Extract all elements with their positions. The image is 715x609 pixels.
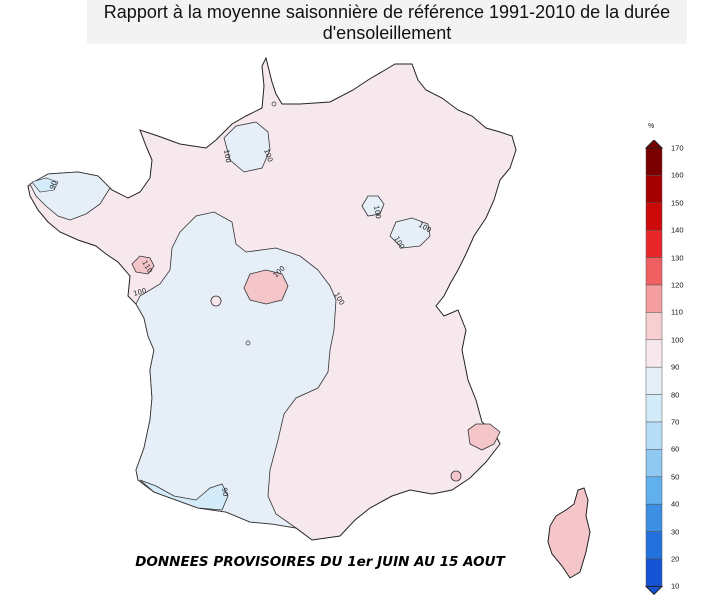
loire-110-120-spot: [131, 255, 155, 275]
legend-swatch: [645, 558, 663, 587]
legend-swatch: [645, 312, 663, 341]
legend-swatch: [645, 421, 663, 450]
toulon-110-120-spot: [450, 470, 462, 482]
title-background: [87, 0, 687, 44]
color-scale-legend: 170 160 150 140 130 120 110 100 90 80 70 60 50 40 30 20…: [644, 140, 704, 595]
legend-swatch: [645, 257, 663, 286]
legend-tick-label: 30: [671, 527, 680, 537]
legend-tick-label: 10: [671, 581, 680, 591]
legend-swatch: [645, 449, 663, 478]
data-period-note: DONNEES PROVISOIRES DU 1er JUIN AU 15 AO…: [135, 554, 505, 570]
legend-unit: %: [648, 123, 655, 130]
legend-tick-label: 110: [671, 307, 683, 317]
legend-swatch: [645, 531, 663, 560]
legend-tick-label: 170: [671, 143, 684, 153]
legend-swatch: [645, 202, 663, 231]
legend-swatch: [645, 175, 663, 204]
provence-110-120-area: [467, 423, 501, 451]
legend-swatch: [645, 366, 663, 395]
centre-110-120-area: [243, 269, 289, 305]
legend-tick-label: 130: [671, 253, 684, 263]
legend-tick-label: 150: [671, 198, 684, 208]
legend-tick-label: 160: [671, 170, 684, 180]
legend-tick-label: 70: [671, 417, 680, 427]
contour-label-champagne: 100: [372, 205, 382, 220]
legend-tick-label: 20: [671, 554, 680, 564]
legend-tick-label: 80: [671, 390, 680, 400]
legend-swatch: [645, 147, 663, 176]
contour-label-pyrenees: 90: [220, 487, 229, 497]
small-loop-3: [271, 101, 277, 107]
legend-swatch: [645, 284, 663, 313]
normandy-90-100-area: [223, 121, 271, 173]
lorraine-90-100-area: [389, 217, 431, 249]
small-loop-1: [210, 295, 222, 307]
small-loop-2: [245, 340, 251, 346]
legend-min-arrow: [644, 585, 664, 595]
legend-swatch: [645, 503, 663, 532]
contour-label-brittany: 90: [48, 180, 59, 191]
legend-tick-label: 140: [671, 225, 684, 235]
legend-tick-label: 120: [671, 280, 684, 290]
legend-swatch: [645, 229, 663, 258]
legend-tick-label: 90: [671, 362, 680, 372]
legend-swatch: [645, 476, 663, 505]
corsica: [547, 487, 591, 579]
legend-bar: [644, 140, 664, 595]
legend-swatch: [645, 394, 663, 423]
brittany-80-90-area: [31, 177, 59, 193]
contour-label-atlantic: 100: [132, 287, 147, 298]
champagne-90-100-area: [361, 195, 385, 217]
legend-tick-label: 60: [671, 444, 680, 454]
legend-swatch: [645, 339, 663, 368]
legend-tick-label: 40: [671, 499, 680, 509]
legend-tick-label: 100: [671, 335, 684, 345]
pyrenees-80-90-area: [139, 479, 229, 511]
legend-tick-label: 50: [671, 472, 680, 482]
map-title: Rapport à la moyenne saisonnière de réfé…: [103, 2, 671, 43]
legend-max-arrow: [644, 140, 664, 149]
contour-label-normandy: 100: [222, 149, 232, 164]
